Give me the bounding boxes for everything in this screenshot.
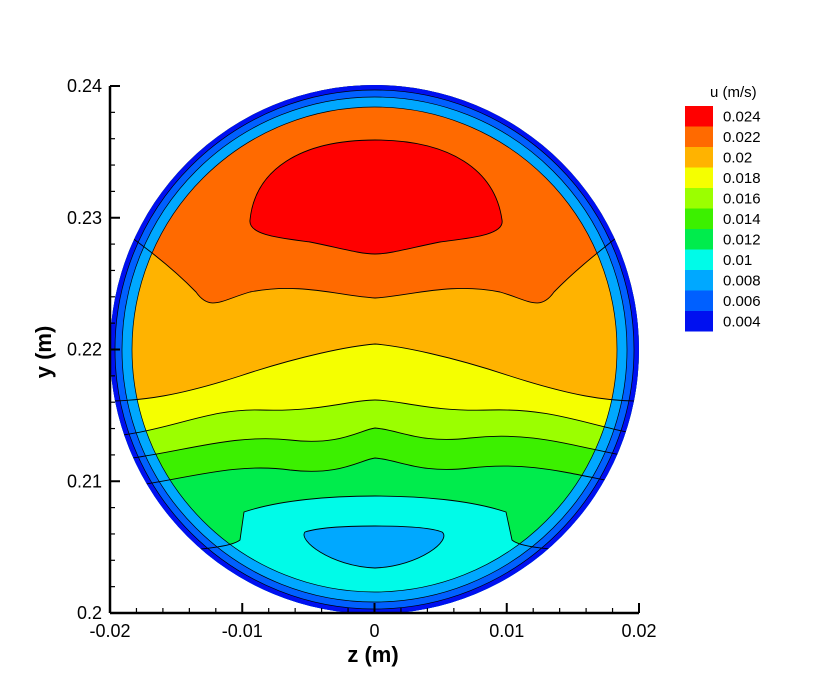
- legend-swatch: [685, 229, 713, 250]
- legend-title: u (m/s): [710, 84, 757, 101]
- x-axis-title: z (m): [347, 642, 398, 667]
- legend-swatch: [685, 106, 713, 127]
- y-axis-title: y (m): [31, 326, 56, 379]
- contour-lines: [110, 89, 639, 610]
- contour-line: [121, 96, 628, 603]
- axes: -0.02 -0.01 0 0.01 0.02 0.2 0.21 0.22 0.23 0.24: [67, 76, 657, 641]
- contour-line: [131, 106, 618, 593]
- contour-line: [110, 457, 639, 491]
- legend-swatch: [685, 126, 713, 147]
- contour-line-set: [110, 139, 639, 569]
- contour-band: [249, 140, 503, 254]
- legend-label: 0.024: [723, 108, 761, 125]
- contour-line: [110, 199, 639, 304]
- legend: u (m/s) 0.024 0.022 0.02 0.018 0.016 0.014 0.0…: [685, 84, 761, 332]
- legend-label: 0.014: [723, 211, 761, 228]
- legend-label: 0.018: [723, 170, 761, 187]
- contour-line: [110, 495, 639, 561]
- legend-swatch: [685, 208, 713, 229]
- y-tick-label: 0.21: [67, 471, 102, 491]
- contour-fill-region: [110, 85, 639, 614]
- x-tick-label: -0.01: [222, 621, 263, 641]
- contour-line: [110, 399, 639, 439]
- y-tick-label: 0.22: [67, 340, 102, 360]
- y-tick-label: 0.24: [67, 76, 102, 96]
- contour-line: [303, 525, 445, 569]
- legend-swatch: [685, 147, 713, 168]
- x-tick-label: 0.01: [489, 621, 524, 641]
- legend-swatch: [685, 249, 713, 270]
- x-tick-label: 0: [369, 621, 379, 641]
- contour-band: [304, 526, 444, 568]
- legend-label: 0.012: [723, 231, 761, 248]
- legend-label: 0.004: [723, 313, 761, 330]
- legend-swatch: [685, 270, 713, 291]
- legend-swatch: [685, 167, 713, 188]
- legend-label: 0.02: [723, 149, 752, 166]
- y-tick-label: 0.23: [67, 208, 102, 228]
- legend-label: 0.016: [723, 190, 761, 207]
- legend-label: 0.022: [723, 129, 761, 146]
- legend-swatch: [685, 311, 713, 332]
- y-tick-label: 0.2: [77, 603, 102, 623]
- legend-swatch: [685, 290, 713, 311]
- x-tick-label: -0.02: [89, 621, 130, 641]
- legend-label: 0.006: [723, 293, 761, 310]
- contour-line: [110, 343, 639, 402]
- contour-line: [110, 427, 639, 463]
- contour-line: [249, 139, 503, 255]
- legend-label: 0.01: [723, 252, 752, 269]
- x-tick-label: 0.02: [621, 621, 656, 641]
- legend-label: 0.008: [723, 272, 761, 289]
- legend-swatch: [685, 188, 713, 209]
